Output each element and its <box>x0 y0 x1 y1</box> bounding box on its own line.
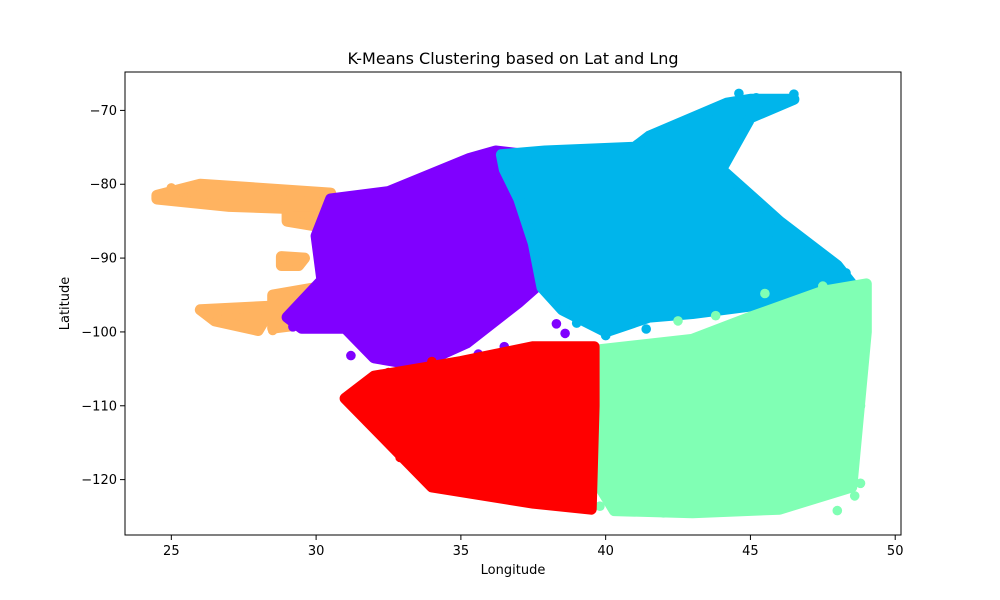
data-point <box>152 192 162 203</box>
x-tick-label: 35 <box>453 544 470 559</box>
data-point <box>855 401 866 411</box>
data-point <box>734 88 744 99</box>
data-point <box>195 305 206 316</box>
data-point <box>253 321 263 331</box>
data-point <box>641 324 651 334</box>
data-point <box>427 356 437 367</box>
data-point <box>560 301 570 311</box>
y-tick-label: −80 <box>90 178 117 193</box>
data-point <box>768 227 779 237</box>
plot-area <box>151 88 872 519</box>
x-axis-label: Longitude <box>481 563 546 578</box>
data-point <box>470 485 481 496</box>
y-axis-label: Latitude <box>58 277 73 331</box>
data-point <box>789 89 799 99</box>
cluster-4 <box>339 341 600 515</box>
data-point <box>710 310 721 321</box>
data-point <box>841 268 851 278</box>
x-tick-label: 45 <box>742 544 759 559</box>
chart-title: K-Means Clustering based on Lat and Lng <box>347 49 678 68</box>
data-point <box>751 93 761 103</box>
x-axis-ticks: 25 30 35 40 45 50 <box>163 535 903 559</box>
data-point <box>658 508 669 518</box>
data-point <box>204 310 214 321</box>
data-point <box>166 183 177 193</box>
data-point <box>395 452 405 463</box>
data-point <box>858 364 869 374</box>
data-point <box>855 478 866 489</box>
y-tick-label: −120 <box>81 473 117 488</box>
y-axis-ticks: −70 −80 −90 −100 −110 −120 <box>81 104 125 488</box>
y-tick-label: −90 <box>90 252 117 267</box>
data-point <box>291 257 301 267</box>
data-point <box>600 330 611 341</box>
data-point <box>267 325 278 336</box>
x-tick-label: 30 <box>308 544 325 559</box>
data-point <box>745 504 756 514</box>
data-point <box>673 316 683 326</box>
data-point <box>346 350 356 361</box>
data-point <box>346 393 356 404</box>
data-point <box>818 281 828 291</box>
data-point <box>571 318 582 328</box>
data-point <box>288 322 298 332</box>
data-point <box>389 336 400 346</box>
data-point <box>855 293 866 304</box>
data-point <box>279 254 290 265</box>
data-point <box>215 315 226 325</box>
data-point <box>728 135 738 145</box>
data-point <box>560 328 570 339</box>
data-point <box>363 402 374 413</box>
y-tick-label: −110 <box>81 399 117 414</box>
data-point <box>557 341 567 352</box>
data-point <box>551 319 562 329</box>
data-point <box>299 296 310 306</box>
x-tick-label: 40 <box>597 544 614 559</box>
data-point <box>595 501 605 512</box>
data-point <box>586 502 596 513</box>
data-point <box>369 371 379 382</box>
data-point <box>383 367 394 378</box>
plot-frame <box>124 71 902 536</box>
data-point <box>760 288 770 299</box>
y-tick-label: −70 <box>90 104 117 119</box>
x-tick-label: 25 <box>163 544 180 559</box>
y-tick-label: −100 <box>81 325 117 340</box>
data-point <box>832 505 843 516</box>
x-tick-label: 50 <box>887 544 904 559</box>
data-point <box>849 491 860 501</box>
